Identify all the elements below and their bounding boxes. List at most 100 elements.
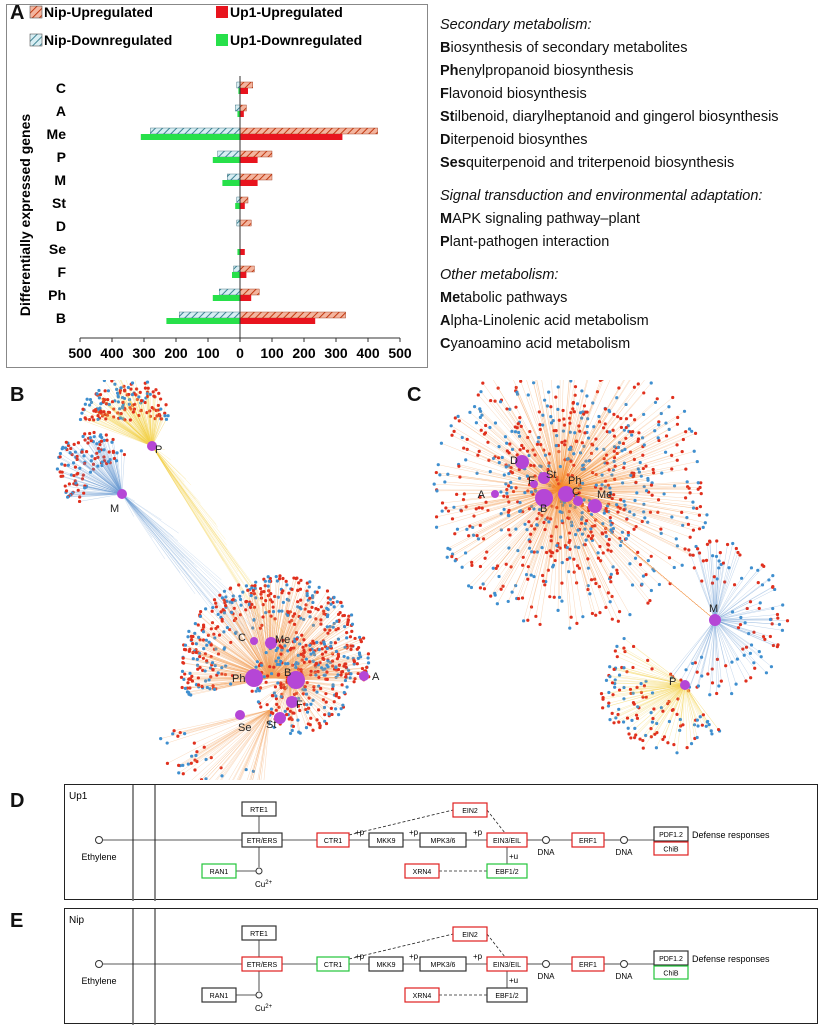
legend-category: Signal transduction and environmental ad… bbox=[440, 185, 830, 208]
gene-node bbox=[115, 459, 118, 462]
gene-node bbox=[603, 512, 606, 515]
gene-node bbox=[356, 662, 359, 665]
gene-node bbox=[767, 578, 770, 581]
gene-node bbox=[132, 410, 135, 413]
gene-node bbox=[254, 666, 257, 669]
phospho-label: +p bbox=[473, 828, 483, 837]
gene-node bbox=[484, 424, 487, 427]
gene-node bbox=[507, 472, 510, 475]
gene-node bbox=[646, 659, 649, 662]
hub-node bbox=[235, 710, 245, 720]
edge bbox=[195, 710, 270, 770]
bar bbox=[240, 295, 251, 301]
pathway-title: Up1 bbox=[69, 791, 88, 802]
gene-label: PDF1.2 bbox=[659, 956, 683, 963]
gene-node bbox=[615, 645, 618, 648]
gene-node bbox=[554, 396, 557, 399]
gene-node bbox=[239, 598, 242, 601]
gene-node bbox=[330, 707, 333, 710]
gene-label: ETR/ERS bbox=[247, 962, 278, 969]
gene-node bbox=[628, 613, 631, 616]
gene-node bbox=[218, 594, 221, 597]
gene-node bbox=[344, 679, 347, 682]
gene-node bbox=[504, 435, 507, 438]
gene-node bbox=[612, 429, 615, 432]
gene-node bbox=[96, 465, 99, 468]
gene-node bbox=[326, 615, 329, 618]
gene-node bbox=[556, 408, 559, 411]
gene-node bbox=[673, 566, 676, 569]
gene-node bbox=[334, 707, 337, 710]
gene-node bbox=[627, 531, 630, 534]
gene-node bbox=[193, 741, 196, 744]
bar bbox=[240, 249, 245, 255]
hub-label: Me bbox=[597, 489, 612, 501]
hub-label: D bbox=[510, 455, 518, 467]
ethylene-node bbox=[96, 961, 103, 968]
gene-node bbox=[700, 579, 703, 582]
legend-swatch bbox=[30, 6, 42, 18]
gene-node bbox=[305, 726, 308, 729]
gene-node bbox=[309, 717, 312, 720]
gene-node bbox=[720, 680, 723, 683]
gene-node bbox=[211, 606, 214, 609]
category-label: A bbox=[56, 103, 66, 119]
gene-node bbox=[349, 648, 352, 651]
bar bbox=[240, 220, 251, 226]
gene-node bbox=[633, 703, 636, 706]
gene-node bbox=[646, 601, 649, 604]
gene-node bbox=[275, 709, 278, 712]
gene-node bbox=[770, 665, 773, 668]
gene-node bbox=[637, 382, 640, 385]
gene-node bbox=[266, 703, 269, 706]
edge bbox=[152, 446, 240, 583]
gene-node bbox=[223, 590, 226, 593]
gene-node bbox=[726, 543, 729, 546]
gene-node bbox=[717, 728, 720, 731]
gene-node bbox=[537, 436, 540, 439]
gene-node bbox=[541, 574, 544, 577]
gene-node bbox=[664, 451, 667, 454]
gene-node bbox=[93, 409, 96, 412]
gene-node bbox=[599, 380, 602, 382]
edge bbox=[122, 494, 194, 564]
gene-node bbox=[91, 415, 94, 418]
gene-node bbox=[526, 578, 529, 581]
gene-node bbox=[351, 644, 354, 647]
legend-item: Biosynthesis of secondary metabolites bbox=[440, 37, 830, 60]
gene-node bbox=[574, 385, 577, 388]
arrow bbox=[349, 934, 453, 959]
gene-node bbox=[675, 443, 678, 446]
gene-node bbox=[652, 468, 655, 471]
gene-node bbox=[61, 447, 64, 450]
legend-abbrev: C bbox=[440, 336, 450, 352]
gene-node bbox=[475, 534, 478, 537]
gene-node bbox=[197, 636, 200, 639]
hub-node bbox=[359, 671, 369, 681]
gene-node bbox=[611, 681, 614, 684]
hub-node bbox=[680, 680, 690, 690]
gene-node bbox=[744, 621, 747, 624]
legend-term: iterpenoid biosynthes bbox=[450, 132, 587, 148]
gene-node bbox=[653, 733, 656, 736]
gene-node bbox=[293, 623, 296, 626]
gene-node bbox=[187, 691, 190, 694]
gene-node bbox=[549, 554, 552, 557]
gene-node bbox=[323, 674, 326, 677]
gene-node bbox=[501, 585, 504, 588]
gene-node bbox=[435, 526, 438, 529]
gene-node bbox=[131, 381, 134, 384]
gene-node bbox=[157, 392, 160, 395]
gene-node bbox=[657, 423, 660, 426]
gene-node bbox=[749, 676, 752, 679]
gene-node bbox=[333, 605, 336, 608]
gene-node bbox=[56, 467, 59, 470]
gene-node bbox=[523, 523, 526, 526]
edge bbox=[122, 494, 178, 541]
gene-node bbox=[683, 547, 686, 550]
gene-node bbox=[625, 426, 628, 429]
gene-label: MKK9 bbox=[376, 962, 395, 969]
gene-node bbox=[675, 537, 678, 540]
gene-node bbox=[706, 672, 709, 675]
